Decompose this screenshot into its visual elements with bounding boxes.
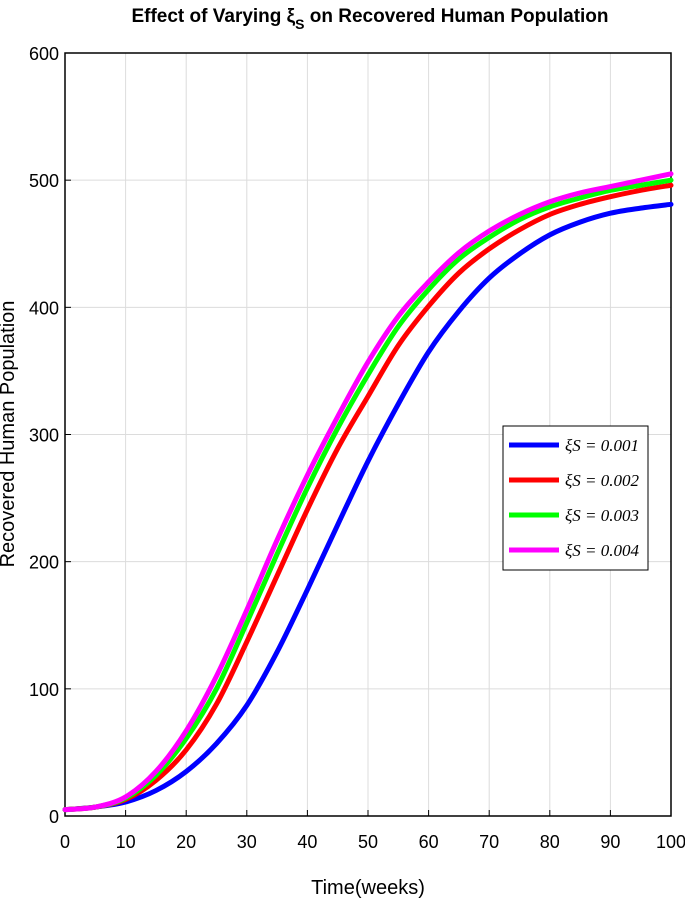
- legend-label: ξS = 0.001: [565, 436, 639, 455]
- series-line-3: [62, 177, 674, 813]
- x-tick-label: 0: [60, 832, 70, 852]
- series-line-1: [62, 201, 674, 813]
- x-tick-label: 100: [656, 832, 685, 852]
- y-tick-label: 500: [29, 171, 59, 191]
- y-tick-label: 100: [29, 680, 59, 700]
- y-tick-label: 0: [49, 807, 59, 827]
- x-tick-label: 40: [297, 832, 317, 852]
- series-line-4: [62, 171, 674, 813]
- x-tick-label: 80: [540, 832, 560, 852]
- legend-box: [502, 425, 649, 571]
- x-tick-label: 30: [237, 832, 257, 852]
- y-tick-label: 400: [29, 298, 59, 318]
- axis-ticks: 0 10 20 30 40 50 60 70 80 90 100 0 100 200 300 400 500 60…: [29, 44, 685, 852]
- x-tick-label: 10: [116, 832, 136, 852]
- legend-label: ξS = 0.002: [565, 471, 640, 490]
- y-tick-label: 200: [29, 553, 59, 573]
- y-tick-label: 300: [29, 426, 59, 446]
- chart-title: Effect of Varying ξS on Recovered Human …: [131, 6, 608, 32]
- x-tick-label: 90: [600, 832, 620, 852]
- y-tick-label: 600: [29, 44, 59, 64]
- x-tick-label: 50: [358, 832, 378, 852]
- series-line-2: [62, 182, 674, 813]
- x-axis-label: Time(weeks): [311, 877, 425, 899]
- legend-label: ξS = 0.004: [565, 541, 640, 560]
- x-tick-label: 60: [419, 832, 439, 852]
- y-axis-label: Recovered Human Population: [0, 301, 19, 568]
- x-tick-label: 20: [176, 832, 196, 852]
- series-lines: [62, 171, 674, 813]
- legend: ξS = 0.001 ξS = 0.002 ξS = 0.003 ξS = 0.004: [502, 425, 649, 571]
- x-tick-label: 70: [479, 832, 499, 852]
- legend-label: ξS = 0.003: [565, 506, 639, 525]
